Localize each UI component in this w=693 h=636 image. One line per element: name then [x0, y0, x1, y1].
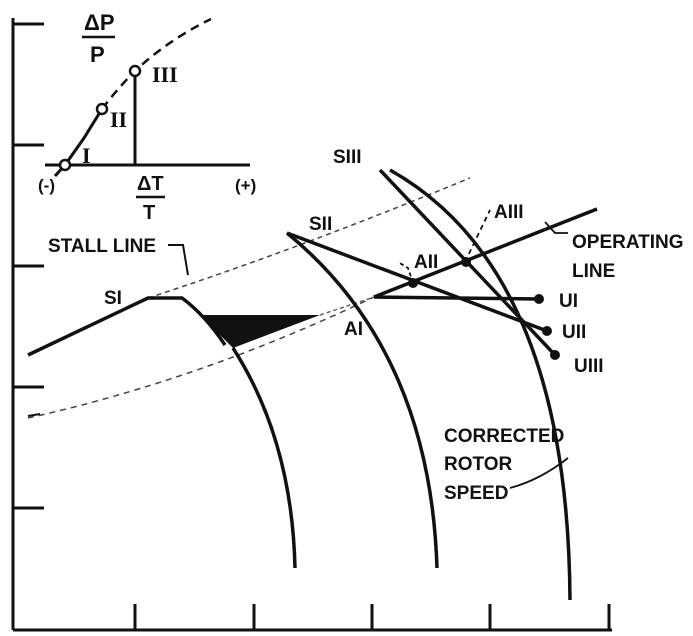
point-s1-label: SI: [104, 288, 122, 309]
inset-point-marker: [128, 64, 142, 78]
speed-line-s1: [27, 296, 227, 357]
main-axes: [11, 18, 612, 632]
point-ui-marker: [534, 294, 544, 304]
inset-x-plus: (+): [235, 176, 256, 195]
corrected-speed-label-1: CORRECTED: [444, 426, 564, 447]
point-s2-label: SII: [309, 214, 332, 235]
inset-diagram: ΔP P ΔT T (-) (+) I II III: [38, 10, 256, 224]
stall-line-dashed: [147, 177, 471, 299]
point-u1-label: UI: [559, 291, 578, 312]
operating-points: [408, 257, 560, 360]
point-uii-marker: [542, 326, 552, 336]
corrected-speed-label-2: ROTOR: [444, 454, 513, 475]
ai-to-ui-line: [373, 295, 541, 301]
inset-point-label-2: II: [110, 107, 127, 132]
operating-line-label-2: LINE: [572, 261, 615, 282]
aii-leader: [397, 261, 414, 284]
left-tick-mark: [27, 413, 41, 417]
point-a3-label: AIII: [494, 202, 524, 223]
point-s3-label: SIII: [333, 147, 362, 168]
rotor-speed-leader: [509, 457, 569, 489]
point-u2-label: UII: [562, 322, 586, 343]
operating-line-label-1: OPERATING: [572, 232, 684, 253]
stall-line-label: STALL LINE: [48, 236, 156, 257]
corrected-speed-lines: [231, 168, 572, 601]
point-u3-label: UIII: [574, 356, 604, 377]
inset-point-label-1: I: [82, 143, 91, 168]
speed-arc-3: [389, 168, 572, 601]
point-a2-label: AII: [414, 252, 438, 273]
speed-arc-1: [231, 347, 297, 569]
aiii-leader: [464, 209, 491, 263]
si-ai-line: [319, 296, 375, 316]
inset-point-label-3: III: [152, 62, 178, 87]
inset-y-label-num: ΔP: [84, 10, 115, 35]
point-uiii-marker: [550, 350, 560, 360]
operating-line-leader: [544, 221, 568, 234]
inset-x-label-num: ΔT: [137, 173, 164, 195]
inset-x-minus: (-): [38, 176, 55, 195]
operating-line-lower-dashed: [27, 296, 375, 419]
point-a1-label: AI: [344, 319, 363, 340]
speed-arc-2: [285, 231, 439, 569]
inset-curve-solid: [53, 108, 104, 178]
corrected-speed-label-3: SPEED: [444, 483, 508, 504]
y-ticks: [13, 22, 44, 510]
inset-x-label-den: T: [143, 202, 155, 224]
stall-line: [147, 177, 471, 299]
stall-region-triangle: [200, 315, 320, 348]
point-aiii-marker: [461, 257, 471, 267]
leader-lines: [397, 209, 569, 489]
inset-point-marker: [95, 102, 109, 116]
x-ticks: [133, 604, 611, 630]
inset-y-label-den: P: [90, 42, 105, 67]
point-aii-marker: [408, 278, 418, 288]
inset-point-marker: [58, 158, 72, 172]
stall-line-leader: [168, 244, 189, 276]
